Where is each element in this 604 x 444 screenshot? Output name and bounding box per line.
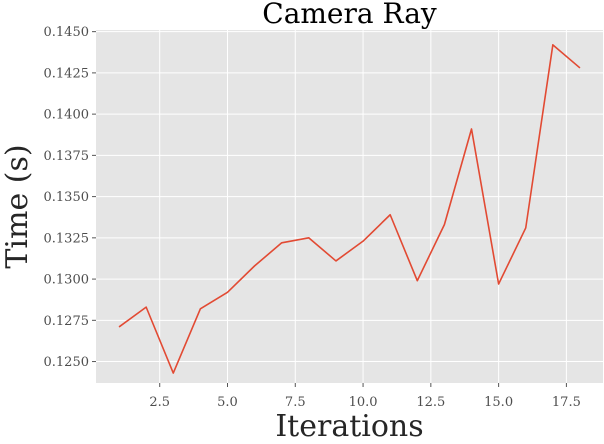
- y-tick-label: 0.1275: [44, 314, 90, 329]
- x-tick-label: 17.5: [552, 395, 581, 410]
- y-tick-label: 0.1400: [44, 108, 90, 123]
- ticks: 2.5 5.0 7.5 10.0 12.5 15.0 17.5 0.1250 0.1275 0.1…: [44, 25, 581, 410]
- y-tick-label: 0.1425: [44, 66, 90, 81]
- x-axis-label: Iterations: [275, 409, 423, 444]
- y-tick-label: 0.1325: [44, 231, 90, 246]
- y-tick-label: 0.1250: [44, 355, 90, 370]
- y-tick-label: 0.1375: [44, 149, 90, 164]
- y-tick-label: 0.1450: [44, 25, 90, 40]
- series-line: [118, 44, 581, 374]
- x-tick-label: 15.0: [484, 395, 513, 410]
- y-axis-label: Time (s): [0, 144, 35, 268]
- plot-area: [96, 30, 603, 383]
- x-tick-label: 5.0: [217, 395, 238, 410]
- grid: [96, 30, 603, 383]
- series-layer: [118, 44, 581, 374]
- x-tick-label: 12.5: [416, 395, 445, 410]
- x-tick-label: 2.5: [149, 395, 170, 410]
- y-tick-label: 0.1300: [44, 273, 90, 288]
- x-tick-label: 7.5: [285, 395, 306, 410]
- y-tick-label: 0.1350: [44, 190, 90, 205]
- chart-title: Camera Ray: [262, 0, 437, 30]
- x-tick-label: 10.0: [349, 395, 378, 410]
